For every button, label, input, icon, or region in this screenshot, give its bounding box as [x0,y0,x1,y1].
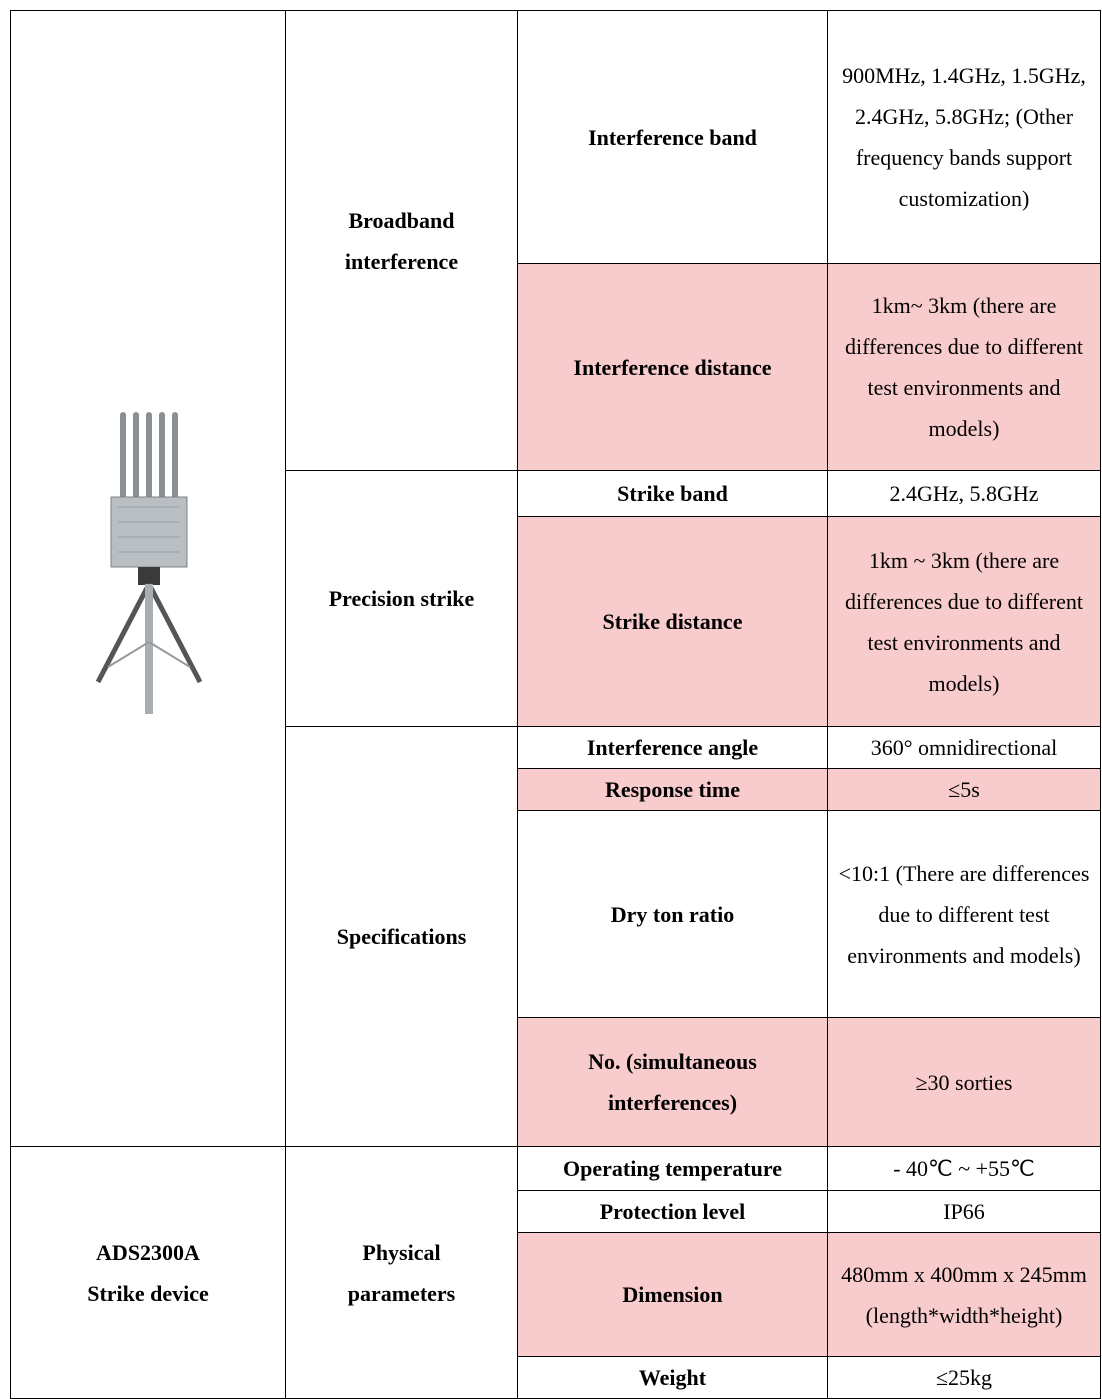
group-cell: Precision strike [285,470,518,727]
param-value: 900MHz, 1.4GHz, 1.5GHz, 2.4GHz, 5.8GHz; … [827,10,1101,264]
param-value: <10:1 (There are differences due to diff… [827,810,1101,1018]
cell-line: Precision strike [328,586,475,611]
image-cell [10,10,286,1147]
table-row: Specifications Interference angle 360° omn… [11,726,1101,1147]
cell-line: Strike device [87,1280,209,1306]
table-row: Dimension 480mm x 400mm x 245mm (length*w… [11,1232,1101,1357]
table-row: Protection level IP66 [11,1190,1101,1233]
param-name: Response time [517,768,828,811]
cell-line: ADS2300A [96,1239,200,1265]
table-row: Response time ≤5s [11,768,1101,811]
param-value: - 40℃ ~ +55℃ [827,1146,1101,1191]
table-row: Broadband interference Interference band 90… [10,10,1101,1147]
param-name: Strike band [517,470,828,517]
group-cell: Specifications [285,726,518,1147]
table-row: No. (simultaneous interferences) ≥30 sort… [11,1017,1101,1147]
param-value: 360° omnidirectional [827,726,1101,769]
param-name: Protection level [517,1190,828,1233]
table-row: Weight ≤25kg [11,1356,1101,1399]
param-value: 2.4GHz, 5.8GHz [827,470,1101,517]
param-value: 1km ~ 3km (there are differences due to … [827,516,1101,727]
device-name: ADS2300A Strike device [10,1146,286,1399]
param-value: IP66 [827,1190,1101,1233]
param-name: Interference band [517,10,828,264]
param-value: ≤5s [827,768,1101,811]
table-row: Strike distance 1km ~ 3km (there are diff… [11,516,1101,727]
cell-line: interference [344,248,459,274]
param-value: 480mm x 400mm x 245mm (length*width*heig… [827,1232,1101,1357]
table-row: Interference distance 1km~ 3km (there are… [11,263,1101,471]
param-value: ≤25kg [827,1356,1101,1399]
group-cell: Physical parameters [285,1146,518,1399]
group-cell: Broadband interference [285,10,518,471]
param-value: ≥30 sorties [827,1017,1101,1147]
table-row: ADS2300A Strike device Physical parameters O… [10,1146,1101,1399]
device-image [95,412,203,714]
table-row: Dry ton ratio <10:1 (There are difference… [11,810,1101,1018]
cell-line: parameters [347,1280,456,1306]
cell-line: Broadband [348,207,455,233]
param-name: Dimension [517,1232,828,1357]
param-value: 1km~ 3km (there are differences due to d… [827,263,1101,471]
param-name: Strike distance [517,516,828,727]
cell-line: Physical [362,1239,441,1265]
param-name: Operating temperature [517,1146,828,1191]
param-name: Interference angle [517,726,828,769]
param-name: No. (simultaneous interferences) [517,1017,828,1147]
param-name: Dry ton ratio [517,810,828,1018]
spec-table: Broadband interference Interference band 90… [10,10,1101,1399]
table-row: Precision strike Strike band 2.4GHz, 5.8GH… [11,470,1101,727]
param-name: Interference distance [517,263,828,471]
param-name: Weight [517,1356,828,1399]
cell-line: Specifications [336,924,467,949]
